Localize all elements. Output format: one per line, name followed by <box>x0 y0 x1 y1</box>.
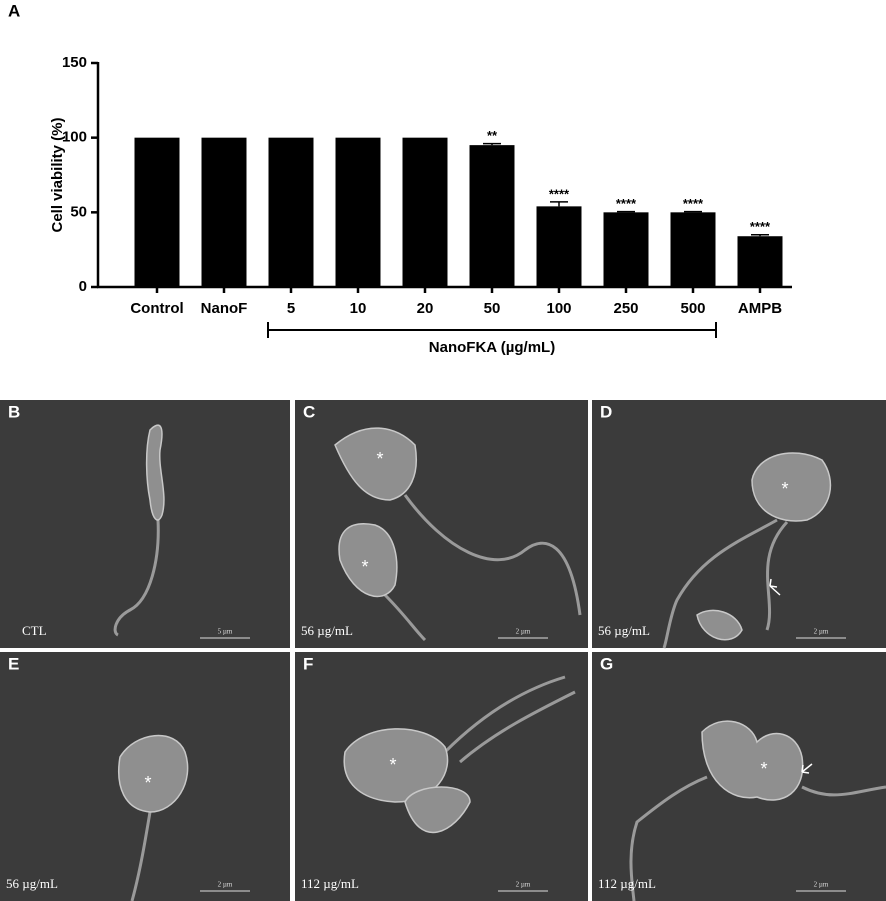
x-tick-label: 10 <box>350 300 367 317</box>
panel-label: C <box>303 402 315 421</box>
cell <box>118 735 189 813</box>
micrograph-background <box>295 400 588 648</box>
asterisk: * <box>361 557 368 577</box>
micrograph: B CTL 5 µm <box>0 400 290 648</box>
cell <box>404 786 471 834</box>
flagellum <box>383 593 427 642</box>
y-axis-label: Cell viability (%) <box>49 117 66 232</box>
y-tick-label: 0 <box>79 278 87 295</box>
error-bar <box>550 201 568 207</box>
condition-label: 112 µg/mL <box>598 876 656 891</box>
x-tick-label: Control <box>130 300 183 317</box>
bar <box>201 137 247 287</box>
bar <box>335 137 381 287</box>
cell <box>696 609 743 641</box>
asterisk: * <box>389 755 396 775</box>
bar <box>469 145 515 287</box>
arrow <box>769 578 781 596</box>
micrograph-background <box>592 400 886 648</box>
bar <box>603 212 649 287</box>
significance-label: **** <box>750 219 771 234</box>
y-tick-label: 100 <box>62 129 87 146</box>
cell <box>751 452 832 522</box>
y-tick-label: 150 <box>62 54 87 71</box>
micrograph: E 56 µg/mL 2 µm * <box>0 652 290 901</box>
error-bar <box>483 142 501 146</box>
x-tick-label: 100 <box>546 300 571 317</box>
micrograph: G 112 µg/mL 2 µm * <box>592 652 886 901</box>
scale-label: 2 µm <box>814 628 829 636</box>
x-tick-label: 5 <box>287 300 295 317</box>
cell <box>701 720 804 801</box>
x-tick-label: AMPB <box>738 300 782 317</box>
micrograph-background <box>0 400 290 648</box>
scale-label: 2 µm <box>814 881 829 889</box>
bar <box>670 212 716 287</box>
bar <box>268 137 314 287</box>
significance-label: **** <box>683 196 704 211</box>
flagellum <box>629 775 708 901</box>
error-bar <box>684 210 702 213</box>
condition-label: 56 µg/mL <box>598 623 650 638</box>
panel-label: F <box>303 654 313 673</box>
x-tick-label: NanoF <box>201 300 248 317</box>
scale-label: 2 µm <box>218 881 233 889</box>
bar <box>134 137 180 287</box>
significance-label: **** <box>549 186 570 201</box>
bar <box>402 137 448 287</box>
arrow <box>801 763 813 774</box>
error-bar <box>617 210 635 213</box>
condition-label: 56 µg/mL <box>301 623 353 638</box>
x-tick-label: 500 <box>680 300 705 317</box>
flagellum <box>443 675 566 754</box>
panel-label: G <box>600 654 613 673</box>
panel-label: D <box>600 402 612 421</box>
flagellum <box>130 811 152 901</box>
significance-label: **** <box>616 196 637 211</box>
bar <box>536 206 582 287</box>
error-bar <box>751 233 769 237</box>
significance-label: ** <box>487 128 498 143</box>
flagellum <box>662 518 778 649</box>
x-tick-label: 250 <box>613 300 638 317</box>
y-tick-label: 50 <box>70 203 87 220</box>
group-label: NanoFKA (µg/mL) <box>429 339 555 356</box>
bar <box>737 236 783 287</box>
condition-label: CTL <box>22 623 47 638</box>
scale-label: 5 µm <box>218 628 233 636</box>
flagellum <box>459 690 576 764</box>
scale-label: 2 µm <box>516 881 531 889</box>
condition-label: 112 µg/mL <box>301 876 359 891</box>
micrograph: C 56 µg/mL 2 µm * * <box>295 400 588 648</box>
x-tick-label: 50 <box>484 300 501 317</box>
group-bracket <box>267 322 717 338</box>
flagellum <box>765 520 789 631</box>
cell <box>343 728 449 803</box>
micrograph: D 56 µg/mL 2 µm * <box>592 400 886 649</box>
panel-label: B <box>8 402 20 421</box>
cell <box>338 523 398 598</box>
asterisk: * <box>144 773 151 793</box>
asterisk: * <box>781 479 788 499</box>
cell <box>334 427 417 501</box>
flagellum <box>403 494 582 616</box>
flagellum <box>113 519 160 637</box>
scale-label: 2 µm <box>516 628 531 636</box>
asterisk: * <box>760 759 767 779</box>
condition-label: 56 µg/mL <box>6 876 58 891</box>
panel-label: E <box>8 654 19 673</box>
cell <box>145 424 165 521</box>
asterisk: * <box>376 449 383 469</box>
x-tick-label: 20 <box>417 300 434 317</box>
panel-label: A <box>8 1 20 20</box>
micrograph: F 112 µg/mL 2 µm * <box>295 652 588 901</box>
flagellum <box>801 785 886 797</box>
